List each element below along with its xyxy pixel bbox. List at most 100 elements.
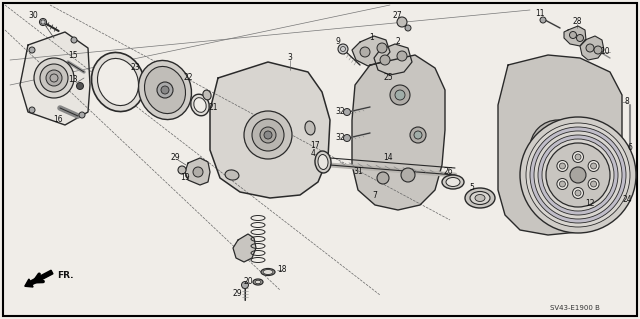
Text: 5: 5 [470,182,474,191]
Circle shape [414,131,422,139]
Circle shape [193,167,203,177]
Text: 11: 11 [535,10,545,19]
Text: 30: 30 [28,11,38,20]
Circle shape [260,127,276,143]
Circle shape [377,43,387,53]
Text: 2: 2 [396,38,401,47]
Circle shape [591,181,596,187]
Circle shape [540,130,576,166]
Polygon shape [374,44,412,75]
Text: 29: 29 [232,290,242,299]
Ellipse shape [470,191,490,204]
Circle shape [559,181,565,187]
Text: 28: 28 [572,18,582,26]
Ellipse shape [138,60,191,120]
Circle shape [40,19,47,26]
Text: 1: 1 [370,33,374,42]
Text: SV43-E1900 B: SV43-E1900 B [550,305,600,311]
Ellipse shape [203,90,211,100]
Text: 6: 6 [628,144,632,152]
Circle shape [557,160,568,172]
Polygon shape [352,55,445,210]
Text: 24: 24 [622,196,632,204]
Text: 25: 25 [383,73,393,83]
Ellipse shape [253,279,263,285]
Circle shape [530,120,586,176]
Circle shape [79,112,85,118]
Text: 23: 23 [130,63,140,72]
Circle shape [575,190,581,196]
Circle shape [390,85,410,105]
Text: 32: 32 [335,133,345,143]
Circle shape [577,34,584,41]
Circle shape [397,17,407,27]
Ellipse shape [446,177,460,187]
Circle shape [573,188,584,198]
Circle shape [591,163,596,169]
Circle shape [344,135,351,142]
Circle shape [405,25,411,31]
Circle shape [244,111,292,159]
Ellipse shape [191,94,209,116]
Circle shape [588,160,599,172]
Text: 20: 20 [243,278,253,286]
Circle shape [534,131,622,219]
Circle shape [410,127,426,143]
Circle shape [542,139,614,211]
Polygon shape [498,55,622,235]
Text: 29: 29 [170,153,180,162]
Ellipse shape [145,66,186,114]
Text: 14: 14 [383,153,393,162]
Circle shape [526,123,630,227]
Circle shape [540,17,546,23]
Text: 18: 18 [277,265,287,275]
Text: 31: 31 [353,167,363,176]
Circle shape [46,70,62,86]
Ellipse shape [315,151,331,173]
Text: 22: 22 [183,73,193,83]
Circle shape [34,58,74,98]
Circle shape [71,37,77,43]
Text: 9: 9 [335,38,340,47]
Circle shape [77,83,83,90]
Ellipse shape [92,52,145,112]
Text: FR.: FR. [57,271,73,280]
Text: 13: 13 [68,76,78,85]
Circle shape [575,154,581,160]
Polygon shape [352,36,390,66]
Circle shape [380,55,390,65]
Circle shape [546,143,610,207]
Text: 12: 12 [585,198,595,207]
Circle shape [520,117,636,233]
Ellipse shape [475,195,485,202]
Ellipse shape [261,269,275,276]
Ellipse shape [194,98,206,112]
Text: 15: 15 [68,50,78,60]
Polygon shape [564,26,586,46]
Ellipse shape [465,188,495,208]
Circle shape [338,44,348,54]
Ellipse shape [263,270,273,275]
FancyArrow shape [25,270,53,287]
Circle shape [570,32,577,39]
Circle shape [395,90,405,100]
Text: 19: 19 [180,174,190,182]
Circle shape [570,167,586,183]
Circle shape [252,119,284,151]
Circle shape [40,64,68,92]
Circle shape [29,107,35,113]
Circle shape [586,44,594,52]
Circle shape [157,82,173,98]
Circle shape [594,46,602,54]
Circle shape [559,163,565,169]
Circle shape [530,127,626,223]
Circle shape [161,86,169,94]
Circle shape [588,179,599,189]
Ellipse shape [442,175,464,189]
Ellipse shape [255,280,261,284]
Ellipse shape [97,58,138,106]
Polygon shape [210,62,330,198]
Text: 27: 27 [392,11,402,20]
Text: 8: 8 [625,98,629,107]
Circle shape [29,47,35,53]
